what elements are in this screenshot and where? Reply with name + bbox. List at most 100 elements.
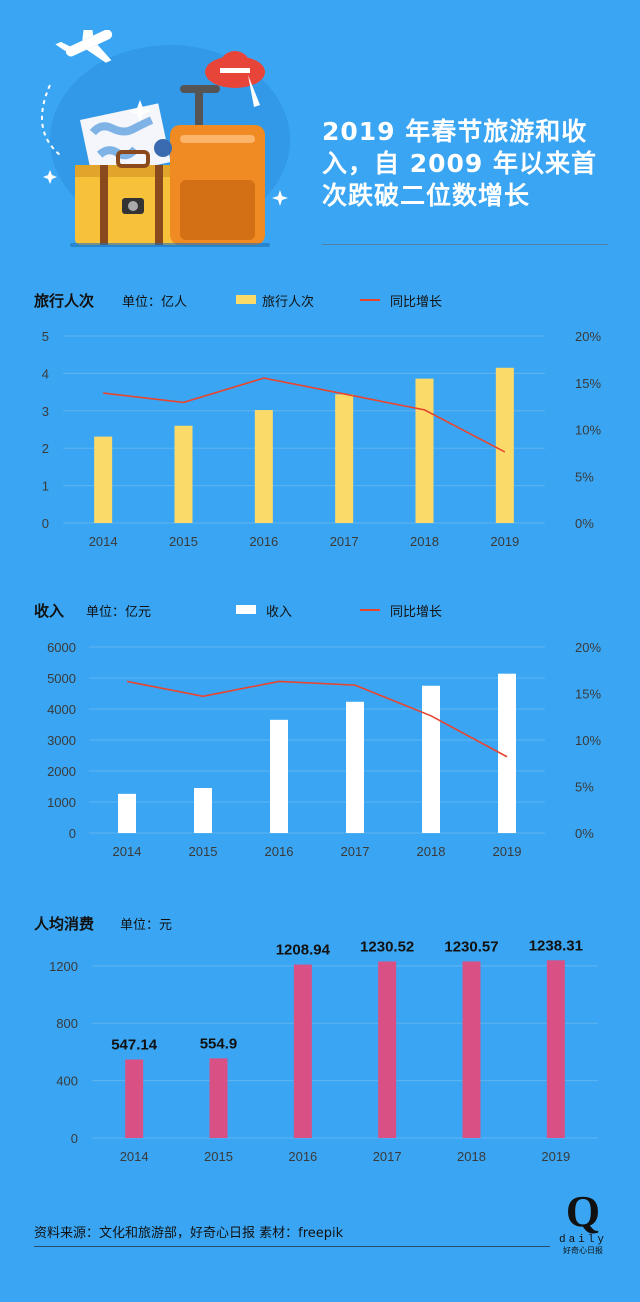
daily-logo: Q daily 好奇心日报: [558, 1190, 608, 1270]
x-tick-label: 2014: [89, 534, 118, 549]
legend-bar-swatch: [236, 295, 256, 304]
legend-line-label: 同比增长: [390, 295, 442, 310]
y-tick-label: 4000: [47, 702, 76, 717]
bar: [94, 436, 113, 523]
x-tick-label: 2017: [373, 1149, 402, 1164]
red-hat-icon: [205, 51, 265, 107]
x-tick-label: 2019: [490, 534, 519, 549]
data-label: 1238.31: [529, 937, 583, 954]
bar: [346, 701, 364, 833]
bar: [125, 1059, 144, 1138]
y2-tick-label: 0%: [575, 826, 594, 841]
revenue-chart: 收入 单位：亿元 收入 同比增长 0 1000 2000 3000 4000 5000 60…: [34, 602, 601, 859]
bar: [194, 788, 212, 833]
small-suitcase: [75, 150, 190, 245]
x-tick-label: 2014: [120, 1149, 149, 1164]
data-label: 554.9: [200, 1035, 238, 1052]
chart-unit: 单位：亿元: [86, 605, 151, 620]
chart-title: 人均消费: [34, 915, 94, 933]
legend-bar-label: 收入: [266, 605, 292, 620]
bar: [422, 685, 440, 833]
data-label: 1208.94: [276, 942, 331, 959]
title-divider: [322, 244, 608, 245]
bar: [546, 960, 565, 1138]
bar: [270, 719, 288, 833]
y-tick-label: 4: [42, 366, 49, 381]
x-tick-label: 2017: [341, 844, 370, 859]
data-label: 547.14: [111, 1036, 158, 1053]
chart-unit: 单位：元: [120, 918, 172, 933]
data-label: 1230.57: [444, 938, 498, 955]
y-tick-label: 1000: [47, 795, 76, 810]
y2-tick-label: 15%: [575, 376, 601, 391]
x-tick-label: 2018: [417, 844, 446, 859]
x-tick-label: 2015: [189, 844, 218, 859]
bar: [174, 425, 193, 523]
y-tick-label: 1200: [49, 959, 78, 974]
y2-tick-label: 15%: [575, 687, 601, 702]
y2-tick-label: 20%: [575, 640, 601, 655]
logo-mark: Q: [565, 1187, 601, 1236]
y2-tick-label: 10%: [575, 733, 601, 748]
bar: [293, 964, 312, 1138]
y-tick-label: 0: [69, 826, 76, 841]
data-label: 1230.52: [360, 938, 414, 955]
x-tick-label: 2018: [410, 534, 439, 549]
y-tick-label: 400: [56, 1074, 78, 1089]
x-tick-label: 2016: [288, 1149, 317, 1164]
x-tick-label: 2015: [169, 534, 198, 549]
plot-area: 0 1000 2000 3000 4000 5000 6000 0% 5% 10% 15% 20% 20…: [47, 640, 601, 859]
bar: [118, 793, 136, 833]
logo-cn: 好奇心日报: [563, 1246, 603, 1255]
airplane-icon: [55, 30, 113, 63]
travel-illustration: [41, 30, 290, 247]
y-tick-label: 3000: [47, 733, 76, 748]
footer-divider: [34, 1246, 550, 1247]
plot-area: 0 1 2 3 4 5 0% 5% 10% 15% 20% 2014 2015 2016 2017 2018 2…: [42, 329, 602, 549]
bar: [209, 1058, 228, 1138]
growth-line: [103, 377, 506, 453]
x-tick-label: 2015: [204, 1149, 233, 1164]
bar: [415, 378, 434, 523]
legend-line-label: 同比增长: [390, 605, 442, 620]
bar: [378, 961, 397, 1138]
y2-tick-label: 5%: [575, 469, 594, 484]
y2-tick-label: 10%: [575, 423, 601, 438]
chart-title: 旅行人次: [34, 292, 94, 310]
x-tick-label: 2016: [265, 844, 294, 859]
chart-unit: 单位：亿人: [122, 295, 187, 310]
y-tick-label: 0: [42, 516, 49, 531]
bar: [254, 410, 273, 523]
bar: [498, 673, 516, 833]
y-tick-label: 3: [42, 404, 49, 419]
y-tick-label: 1: [42, 479, 49, 494]
growth-line: [126, 680, 508, 758]
x-tick-label: 2019: [493, 844, 522, 859]
chart-title: 收入: [34, 602, 64, 620]
y-tick-label: 800: [56, 1016, 78, 1031]
large-suitcase: [154, 85, 265, 245]
y2-tick-label: 0%: [575, 516, 594, 531]
logo-word: daily: [558, 1234, 607, 1246]
y2-tick-label: 5%: [575, 780, 594, 795]
x-tick-label: 2014: [113, 844, 142, 859]
sparkle-icon: [43, 100, 288, 206]
y-tick-label: 2000: [47, 764, 76, 779]
y2-tick-label: 20%: [575, 329, 601, 344]
travel-chart: 旅行人次 单位：亿人 旅行人次 同比增长 0 1 2 3 4 5 0% 5% 10% 15% 20%…: [34, 292, 602, 549]
y-tick-label: 5: [42, 329, 49, 344]
bar: [495, 367, 514, 523]
y-tick-label: 6000: [47, 640, 76, 655]
spend-chart: 人均消费 单位：元 0 400 800 1200 547.14 2014 554.9 2015…: [34, 915, 598, 1164]
y-tick-label: 0: [71, 1131, 78, 1146]
y-tick-label: 2: [42, 441, 49, 456]
legend-bar-label: 旅行人次: [262, 294, 314, 310]
source-footer: 资料来源：文化和旅游部，好奇心日报 素材：freepik: [34, 1226, 344, 1241]
bar: [462, 961, 481, 1138]
x-tick-label: 2018: [457, 1149, 486, 1164]
header: 2019 年春节旅游和收入，自 2009 年以来首次跌破二位数增长: [0, 0, 640, 260]
x-tick-label: 2016: [249, 534, 278, 549]
bar: [335, 394, 354, 523]
legend-bar-swatch: [236, 605, 256, 614]
y-tick-label: 5000: [47, 671, 76, 686]
